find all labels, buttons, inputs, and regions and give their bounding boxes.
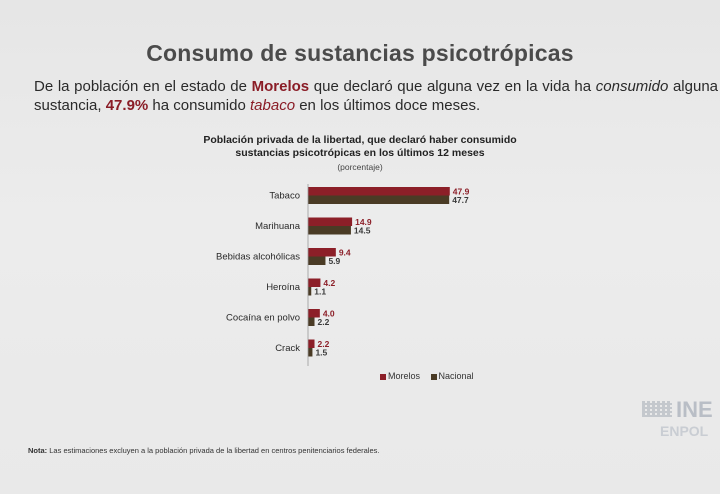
- data-label-marihuana-morelos: 14.9: [355, 217, 372, 227]
- data-label-bebidas-alcoholicas-morelos: 9.4: [339, 248, 351, 258]
- data-label-marihuana-nacional: 14.5: [354, 226, 371, 236]
- bar-marihuana-morelos: [308, 217, 353, 226]
- bar-bebidas-alcoholicas-morelos: [308, 248, 336, 257]
- data-label-heroina-nacional: 1.1: [314, 287, 326, 297]
- bar-marihuana-nacional: [308, 226, 351, 235]
- logo-grid-mark: [642, 401, 672, 417]
- chart-subtitle: (porcentaje): [337, 162, 383, 172]
- chart-title: Población privada de la libertad, que de…: [203, 134, 517, 159]
- state-name: Morelos: [251, 78, 310, 95]
- ine-enpol-logo: INE ENPOL: [640, 395, 720, 445]
- legend-item-morelos: Morelos: [380, 371, 420, 381]
- bar-bebidas-alcoholicas-nacional: [308, 256, 326, 265]
- data-label-cocaina-en-polvo-nacional: 2.2: [318, 317, 330, 327]
- bar-cocaina-en-polvo-nacional: [308, 317, 315, 326]
- category-label-tabaco: Tabaco: [269, 191, 300, 202]
- legend-swatch-morelos: [380, 373, 386, 380]
- bar-crack-morelos: [308, 339, 315, 348]
- category-label-crack: Crack: [275, 343, 300, 354]
- intro-paragraph: De la población en el estado de Morelos …: [34, 78, 718, 114]
- bar-heroina-nacional: [308, 287, 312, 296]
- highlight-substance: tabaco: [250, 97, 296, 114]
- category-label-cocaina-en-polvo: Cocaína en polvo: [226, 313, 300, 324]
- bar-crack-nacional: [308, 348, 313, 357]
- data-label-tabaco-morelos: 47.9: [453, 187, 470, 197]
- page-title: Consumo de sustancias psicotrópicas: [146, 40, 574, 66]
- data-label-crack-morelos: 2.2: [318, 339, 330, 349]
- legend-swatch-nacional: [430, 373, 437, 380]
- bar-tabaco-nacional: [308, 195, 450, 204]
- highlight-percentage: 47.9%: [105, 97, 149, 114]
- chart-legend: Morelos Nacional: [380, 371, 482, 381]
- data-label-tabaco-nacional: 47.7: [452, 195, 469, 205]
- data-label-bebidas-alcoholicas-nacional: 5.9: [328, 256, 340, 266]
- bar-cocaina-en-polvo-morelos: [308, 309, 320, 318]
- footnote: Nota: Las estimaciones excluyen a la pob…: [28, 446, 380, 455]
- logo-enpol-text: ENPOL: [660, 423, 709, 439]
- category-label-bebidas-alcoholicas: Bebidas alcohólicas: [216, 252, 300, 263]
- legend-item-nacional: Nacional: [430, 371, 474, 381]
- category-label-heroina: Heroína: [266, 282, 301, 293]
- bar-tabaco-morelos: [308, 187, 450, 196]
- data-label-crack-nacional: 1.5: [315, 348, 327, 358]
- bar-heroina-morelos: [308, 278, 321, 287]
- data-label-cocaina-en-polvo-morelos: 4.0: [323, 309, 335, 319]
- data-label-heroina-morelos: 4.2: [323, 278, 335, 288]
- logo-ine-text: INE: [676, 397, 713, 422]
- category-label-marihuana: Marihuana: [255, 221, 301, 232]
